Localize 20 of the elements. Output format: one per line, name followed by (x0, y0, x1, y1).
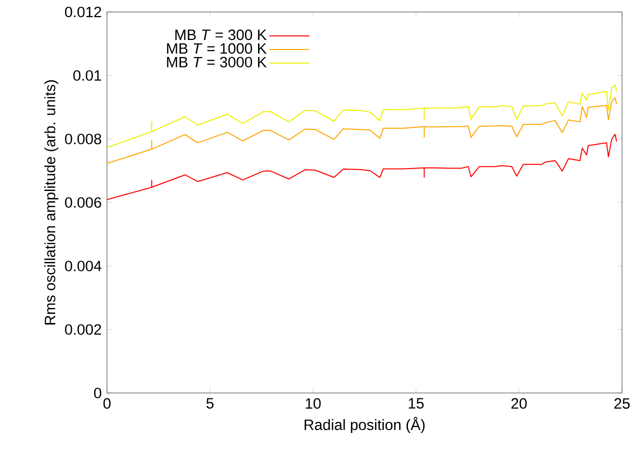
y-tick-label: 0.012 (65, 6, 102, 18)
x-tick-label: 25 (614, 398, 630, 409)
line-series (107, 134, 618, 200)
x-tick-label: 10 (306, 398, 321, 409)
y-tick-label: 0.002 (65, 324, 102, 335)
y-tick-label: 0.004 (65, 260, 102, 272)
y-axis-title: Rms oscillation amplitude (arb. units) (44, 80, 58, 324)
y-tick-label: 0.008 (65, 134, 102, 144)
legend-label: MB T = 300 K (175, 30, 267, 40)
x-axis-title: Radial position (Å) (304, 416, 425, 434)
y-tick-label: 0.01 (73, 70, 102, 81)
line-series (107, 97, 618, 164)
y-tick-label: 0 (94, 388, 102, 398)
x-tick-label: 15 (408, 398, 424, 409)
legend-label: MB T = 3000 K (167, 56, 267, 68)
x-tick-label: 5 (206, 398, 214, 409)
x-tick-label: 20 (511, 398, 527, 409)
x-tick-label: 0 (103, 398, 111, 409)
legend-label: MB T = 1000 K (167, 43, 267, 54)
y-tick-label: 0.006 (65, 197, 102, 208)
